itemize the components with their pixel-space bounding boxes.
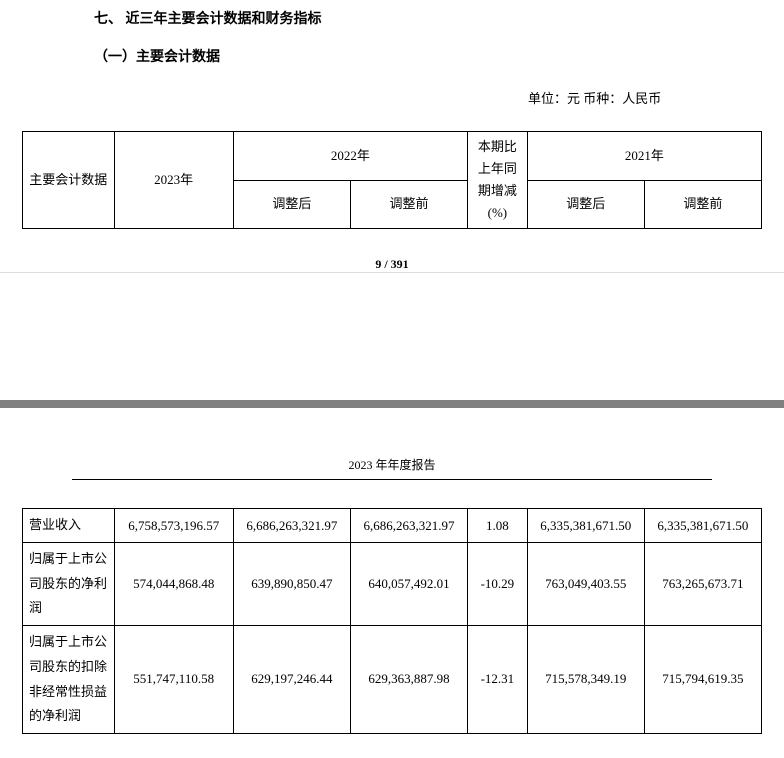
cell-value: 640,057,492.01 [350,543,467,626]
cell-value: 6,758,573,196.57 [114,509,233,543]
cell-label: 归属于上市公司股东的净利润 [23,543,115,626]
header-row-1: 主要会计数据 2023年 2022年 本期比上年同期增减(%) 2021年 [23,132,762,181]
cell-value: 639,890,850.47 [233,543,350,626]
cell-value: 6,686,263,321.97 [350,509,467,543]
cell-label: 营业收入 [23,509,115,543]
table-row: 归属于上市公司股东的净利润 574,044,868.48 639,890,850… [23,543,762,626]
table-row: 归属于上市公司股东的扣除非经常性损益的净利润 551,747,110.58 62… [23,626,762,734]
data-table: 营业收入 6,758,573,196.57 6,686,263,321.97 6… [22,508,762,734]
header-col-label: 主要会计数据 [23,132,115,229]
cell-value: 715,794,619.35 [644,626,761,734]
header-col-2022-adj: 调整后 [233,180,350,229]
header-col-2022-pre: 调整前 [350,180,467,229]
cell-value: 629,197,246.44 [233,626,350,734]
page-number: 9 / 391 [20,257,764,272]
header-col-2021-adj: 调整后 [527,180,644,229]
unit-currency-line: 单位：元 币种：人民币 [20,88,764,107]
cell-value: 715,578,349.19 [527,626,644,734]
header-col-change: 本期比上年同期增减(%) [468,132,528,229]
cell-value: 1.08 [468,509,528,543]
cell-label: 归属于上市公司股东的扣除非经常性损益的净利润 [23,626,115,734]
cell-value: 6,335,381,671.50 [644,509,761,543]
cell-value: 551,747,110.58 [114,626,233,734]
header-col-2021-pre: 调整前 [644,180,761,229]
header-col-2021: 2021年 [527,132,761,181]
cell-value: -10.29 [468,543,528,626]
cell-value: 763,049,403.55 [527,543,644,626]
cell-value: 6,335,381,671.50 [527,509,644,543]
page-gap-border [0,400,784,408]
page-gap [0,272,784,400]
header-col-2023: 2023年 [114,132,233,229]
page-1: 七、 近三年主要会计数据和财务指标 （一）主要会计数据 单位：元 币种：人民币 … [0,8,784,272]
cell-value: 574,044,868.48 [114,543,233,626]
section-heading: 七、 近三年主要会计数据和财务指标 [94,8,764,28]
cell-value: -12.31 [468,626,528,734]
report-title: 2023 年年度报告 [20,456,764,473]
cell-value: 629,363,887.98 [350,626,467,734]
report-title-underline [72,479,712,480]
cell-value: 6,686,263,321.97 [233,509,350,543]
header-col-2022: 2022年 [233,132,467,181]
header-table: 主要会计数据 2023年 2022年 本期比上年同期增减(%) 2021年 调整… [22,131,762,229]
page-2: 2023 年年度报告 营业收入 6,758,573,196.57 6,686,2… [0,408,784,734]
table-row: 营业收入 6,758,573,196.57 6,686,263,321.97 6… [23,509,762,543]
subsection-heading: （一）主要会计数据 [94,46,764,66]
cell-value: 763,265,673.71 [644,543,761,626]
